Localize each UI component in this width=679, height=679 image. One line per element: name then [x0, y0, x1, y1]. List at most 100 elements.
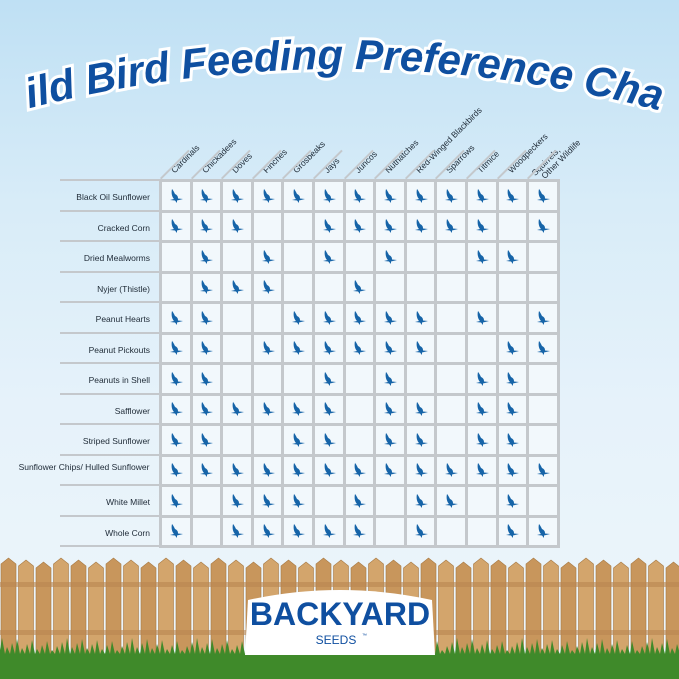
row-label: Safflower [114, 405, 150, 416]
bird-icon [322, 219, 336, 234]
table-cell [192, 487, 221, 515]
bird-icon [383, 371, 397, 386]
table-cell [345, 517, 374, 545]
table-cell [162, 243, 190, 271]
bird-icon [414, 463, 428, 478]
table-cell [253, 334, 282, 362]
table-cell [162, 365, 190, 393]
row-label: Nyjer (Thistle) [97, 283, 150, 294]
bird-icon [200, 432, 214, 447]
bird-icon [506, 493, 520, 508]
bird-icon [200, 249, 214, 264]
table-cell [192, 182, 221, 210]
bird-icon [383, 463, 397, 478]
bird-icon [506, 432, 520, 447]
bird-icon [261, 463, 275, 478]
row-label: Black Oil Sunflower [76, 192, 150, 202]
bird-icon [383, 341, 397, 356]
bird-icon [322, 402, 336, 417]
table-cell [498, 517, 527, 545]
table-cell [284, 304, 312, 332]
bird-icon [475, 463, 489, 478]
table-cell [253, 426, 282, 454]
table-cell [192, 304, 221, 332]
brand-sub: SEEDS [316, 633, 357, 647]
bird-icon [353, 463, 367, 478]
bird-icon [200, 402, 214, 417]
table-cell [345, 304, 374, 332]
table-cell [376, 182, 404, 210]
bird-icon [169, 219, 183, 234]
column-header: Titmice [474, 148, 502, 175]
bird-icon [322, 371, 336, 386]
bird-icon [506, 371, 520, 386]
bird-icon [506, 402, 520, 417]
table-cell [253, 212, 282, 240]
table-cell [223, 365, 251, 393]
table-cell [529, 517, 557, 545]
table-cell [284, 212, 312, 240]
table-cell [284, 517, 312, 545]
table-cell [376, 334, 404, 362]
bird-icon [383, 219, 397, 234]
table-cell [162, 182, 190, 210]
table-cell [406, 182, 435, 210]
bird-icon [292, 493, 306, 508]
bird-icon [353, 188, 367, 203]
table-cell [315, 182, 343, 210]
bird-icon [169, 188, 183, 203]
table-cell [437, 365, 465, 393]
table-cell [162, 395, 190, 423]
table-cell [345, 182, 374, 210]
table-cell [253, 273, 282, 301]
bird-icon [506, 524, 520, 539]
bird-icon [506, 341, 520, 356]
bird-icon [261, 280, 275, 295]
table-cell [345, 426, 374, 454]
bird-icon [169, 493, 183, 508]
table-cell [437, 243, 465, 271]
table-cell [192, 243, 221, 271]
table-cell [376, 243, 404, 271]
row-divider [60, 545, 162, 547]
table-cell [406, 273, 435, 301]
backyard-seeds-logo: BACKYARD SEEDS ™ [245, 590, 435, 655]
table-cell [437, 487, 465, 515]
table-cell [162, 212, 190, 240]
bird-icon [414, 493, 428, 508]
table-cell [468, 395, 496, 423]
bird-icon [200, 280, 214, 295]
table-cell [376, 426, 404, 454]
table-cell [529, 365, 557, 393]
row-divider [60, 484, 162, 486]
table-cell [223, 273, 251, 301]
table-cell [498, 243, 527, 271]
chart-title: Wild Bird Feeding Preference Chart [0, 0, 672, 122]
table-cell [406, 426, 435, 454]
row-divider [60, 270, 162, 273]
bird-icon [383, 402, 397, 417]
bird-icon [475, 188, 489, 203]
bird-icon [536, 310, 550, 325]
bird-icon [536, 524, 550, 539]
table-cell [437, 395, 465, 423]
table-cell [315, 487, 343, 515]
table-cell [468, 182, 496, 210]
bird-icon [200, 341, 214, 356]
table-cell [498, 426, 527, 454]
bird-icon [322, 341, 336, 356]
table-cell [406, 212, 435, 240]
table-cell [529, 212, 557, 240]
table-cell [162, 334, 190, 362]
table-cell [529, 334, 557, 362]
bird-icon [475, 371, 489, 386]
table-cell [468, 456, 496, 484]
bird-icon [322, 432, 336, 447]
bird-icon [353, 341, 367, 356]
bird-icon [322, 524, 336, 539]
bird-icon [414, 310, 428, 325]
table-cell [468, 273, 496, 301]
row-label: White Millet [106, 497, 150, 507]
table-cell [529, 456, 557, 484]
table-cell [253, 395, 282, 423]
